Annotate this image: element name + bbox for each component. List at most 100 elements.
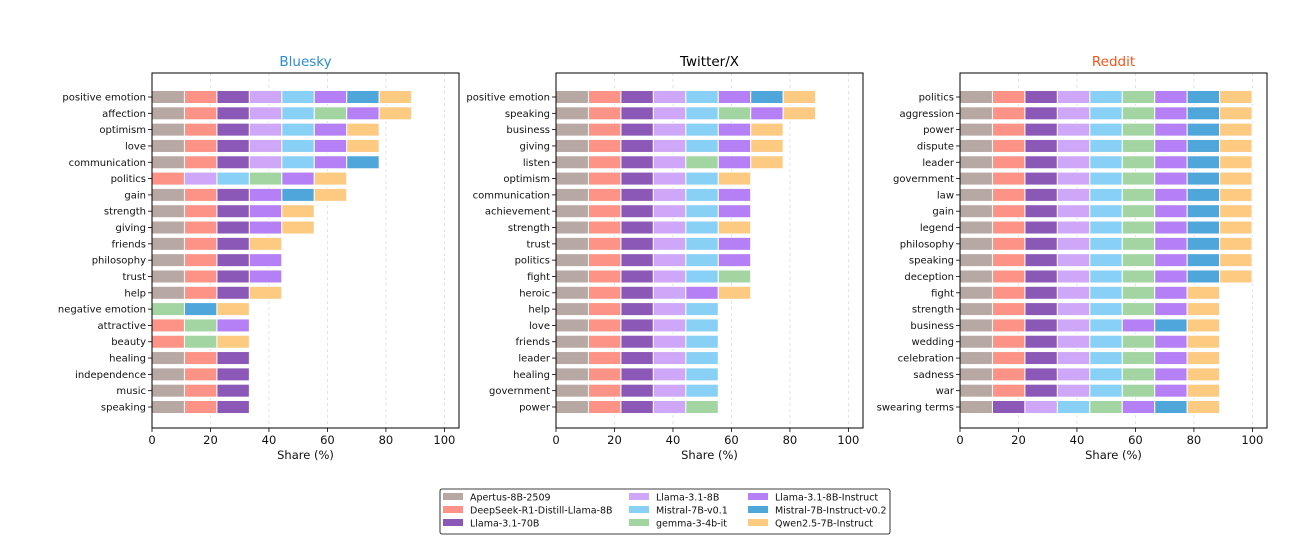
x-tick-label: 60 — [320, 433, 335, 447]
bar-segment — [1024, 253, 1058, 268]
bar-segment — [151, 383, 185, 398]
bar-segment — [151, 318, 185, 333]
y-tick-label: business — [506, 125, 550, 136]
bar-segment — [346, 90, 380, 104]
bar-segment — [151, 285, 185, 300]
bar-segment — [216, 220, 250, 235]
bar-segment — [587, 367, 622, 382]
bar-segment — [1186, 138, 1221, 153]
bar-segment — [1219, 253, 1253, 268]
bar-segment — [216, 204, 250, 219]
bar-segment — [1121, 90, 1156, 104]
y-tick-label: listen — [523, 158, 550, 169]
bar-segment — [1154, 220, 1188, 235]
x-tick-label: 20 — [607, 433, 622, 447]
bar-segment — [991, 269, 1026, 284]
bar-segment — [1024, 269, 1058, 284]
x-tick-label: 100 — [433, 433, 455, 447]
bar-segment — [959, 285, 993, 300]
bar-segment — [991, 122, 1026, 137]
bar-segment — [717, 187, 752, 202]
y-tick-label: deception — [904, 272, 954, 283]
bar-segment — [959, 367, 993, 382]
bar-segment — [1056, 204, 1091, 219]
bar-segment — [991, 351, 1026, 366]
y-tick-label: positive emotion — [466, 93, 550, 104]
bar-segment — [750, 106, 784, 121]
bar-segment — [959, 383, 993, 398]
bar-segment — [620, 220, 654, 235]
bar-segment — [1186, 383, 1221, 398]
bar-segment — [346, 138, 380, 153]
bar-segment — [248, 171, 283, 186]
legend-label: Apertus-8B-2509 — [470, 493, 551, 504]
bar-segment — [620, 253, 654, 268]
y-tick-label: speaking — [505, 109, 550, 120]
bar-segment — [959, 220, 993, 235]
bar-segment — [1154, 106, 1188, 121]
bar-segment — [685, 351, 719, 366]
bar-segment — [685, 334, 719, 349]
bar-segment — [1154, 204, 1188, 219]
legend-swatch — [629, 506, 649, 513]
axes-frame — [151, 72, 460, 429]
bar-segment — [216, 302, 250, 317]
bar-segment — [991, 106, 1026, 121]
y-tick-label: government — [893, 174, 954, 185]
y-tick-label: attractive — [98, 321, 146, 332]
legend-label: DeepSeek-R1-Distill-Llama-8B — [470, 506, 613, 517]
bar-segment — [1056, 351, 1091, 366]
bar-segment — [991, 253, 1026, 268]
bar-segment — [248, 122, 283, 137]
bar-segment — [1089, 106, 1123, 121]
x-tick-label: 80 — [379, 433, 394, 447]
bar-segment — [1186, 334, 1221, 349]
bar-segment — [1121, 138, 1156, 153]
x-tick-label: 0 — [552, 433, 559, 447]
bar-segment — [1219, 204, 1253, 219]
bar-segment — [782, 106, 817, 121]
y-tick-label: politics — [111, 174, 146, 185]
bar-segment — [959, 106, 993, 121]
bar-segment — [183, 367, 218, 382]
bar-segment — [685, 90, 719, 104]
bar-segment — [1024, 334, 1058, 349]
bar-segment — [555, 236, 589, 251]
bar-segment — [685, 285, 719, 300]
bar-segment — [151, 253, 185, 268]
bar-segment — [1056, 138, 1091, 153]
legend-swatch — [748, 493, 768, 500]
bar-segment — [1219, 220, 1253, 235]
bar-segment — [555, 155, 589, 170]
bar-segment — [959, 138, 993, 153]
bar-segment — [685, 220, 719, 235]
bar-segment — [685, 122, 719, 137]
bar-segment — [587, 285, 622, 300]
bar-segment — [1024, 220, 1058, 235]
y-tick-label: communication — [473, 190, 550, 201]
bar-segment — [313, 122, 348, 137]
bar-segment — [991, 302, 1026, 317]
bar-segment — [1186, 253, 1221, 268]
bar-segment — [1089, 187, 1123, 202]
axes-frame — [959, 72, 1268, 429]
legend-label: gemma-3-4b-it — [656, 519, 727, 530]
x-tick-label: 100 — [837, 433, 859, 447]
bar-segment — [216, 122, 250, 137]
bar-segment — [685, 171, 719, 186]
bar-segment — [959, 171, 993, 186]
y-tick-label: achievement — [485, 207, 550, 218]
bar-segment — [346, 122, 380, 137]
bar-segment — [151, 400, 185, 414]
bar-segment — [1121, 269, 1156, 284]
bar-segment — [620, 204, 654, 219]
bar-segment — [216, 318, 250, 333]
bar-segment — [216, 400, 250, 414]
legend-swatch — [748, 506, 768, 513]
bar-segment — [1089, 400, 1123, 414]
bar-segment — [652, 187, 687, 202]
bar-segment — [1056, 155, 1091, 170]
y-tick-label: positive emotion — [62, 93, 146, 104]
bar-segment — [1121, 122, 1156, 137]
bar-segment — [587, 138, 622, 153]
